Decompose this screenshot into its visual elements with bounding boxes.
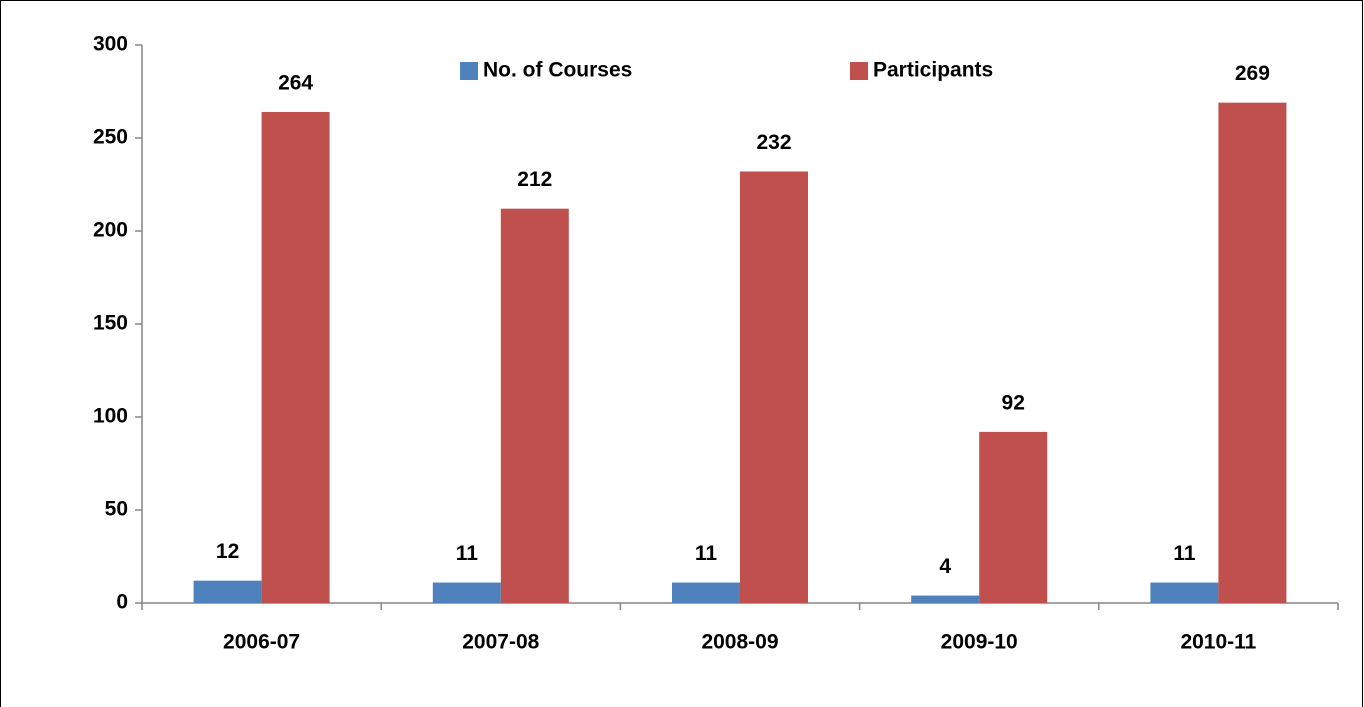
legend-swatch [850, 62, 868, 80]
y-tick-label: 250 [93, 126, 128, 149]
x-tick-label: 2010-11 [1180, 631, 1256, 654]
y-tick-label: 50 [105, 498, 128, 521]
data-label: 11 [1173, 542, 1196, 565]
data-label: 264 [278, 72, 313, 95]
data-label: 11 [695, 542, 718, 565]
data-label: 4 [939, 555, 951, 578]
legend-swatch [460, 62, 478, 80]
bar [911, 595, 980, 603]
data-label: 92 [1002, 391, 1025, 414]
bar [979, 431, 1048, 603]
bar [261, 111, 330, 604]
bar [193, 580, 262, 603]
y-tick-label: 100 [93, 405, 128, 428]
y-tick-label: 300 [93, 33, 128, 56]
data-label: 232 [756, 131, 791, 154]
x-tick-label: 2008-09 [701, 631, 778, 654]
data-label: 11 [456, 542, 479, 565]
data-label: 269 [1235, 62, 1270, 85]
bar [1218, 102, 1287, 603]
bar [740, 171, 808, 604]
x-tick-label: 2007-08 [462, 631, 539, 654]
bar [1150, 582, 1219, 603]
y-tick-label: 0 [116, 591, 128, 614]
y-tick-label: 150 [93, 312, 128, 335]
x-tick-label: 2006-07 [223, 631, 300, 654]
x-tick-label: 2009-10 [941, 631, 1018, 654]
bar [500, 208, 569, 603]
bar [672, 582, 740, 603]
data-label: 12 [216, 540, 239, 563]
bar [432, 582, 501, 603]
legend-label: Participants [873, 59, 993, 82]
data-label: 212 [517, 168, 552, 191]
legend-label: No. of Courses [483, 59, 632, 82]
y-tick-label: 200 [93, 219, 128, 242]
